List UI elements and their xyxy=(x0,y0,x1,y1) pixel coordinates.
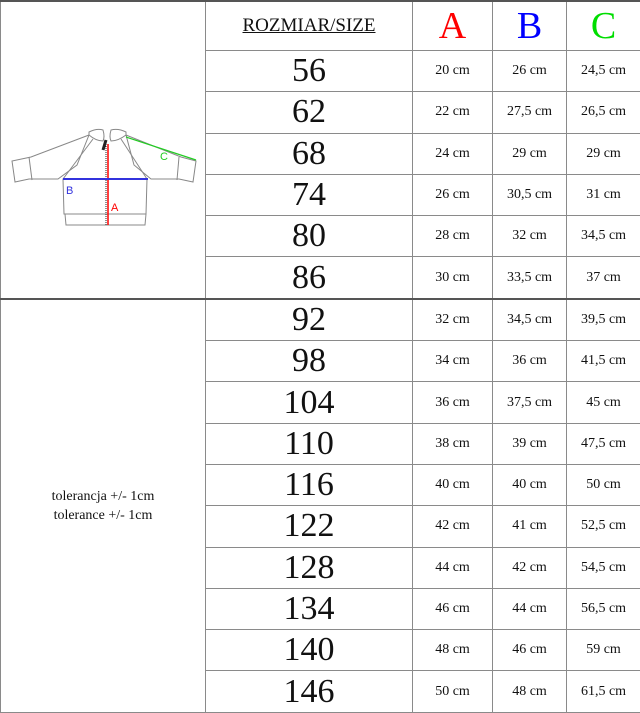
measure-a-cell: 20 cm xyxy=(413,51,493,92)
measure-b-cell: 40 cm xyxy=(493,464,567,505)
measure-a-cell: 36 cm xyxy=(413,382,493,423)
measure-a-cell: 34 cm xyxy=(413,341,493,382)
size-cell: 62 xyxy=(206,92,413,133)
column-header-a: A xyxy=(413,1,493,51)
measure-c-cell: 61,5 cm xyxy=(567,671,640,712)
size-cell: 74 xyxy=(206,174,413,215)
size-cell: 146 xyxy=(206,671,413,712)
measure-b-cell: 30,5 cm xyxy=(493,174,567,215)
measure-a-cell: 40 cm xyxy=(413,464,493,505)
measure-a-cell: 26 cm xyxy=(413,174,493,215)
column-header-c: C xyxy=(567,1,640,51)
diagram-label-c: C xyxy=(160,151,168,163)
measure-c-cell: 39,5 cm xyxy=(567,299,640,341)
measure-a-cell: 50 cm xyxy=(413,671,493,712)
size-column-header: ROZMIAR/SIZE xyxy=(206,1,413,51)
diagram-label-a: A xyxy=(111,202,119,214)
measure-b-cell: 42 cm xyxy=(493,547,567,588)
column-a-label: A xyxy=(439,5,466,47)
measure-c-cell: 56,5 cm xyxy=(567,588,640,629)
header-row: A B C ROZMIAR/SIZE A B C xyxy=(1,1,640,51)
size-cell: 140 xyxy=(206,630,413,671)
measure-b-cell: 37,5 cm xyxy=(493,382,567,423)
measure-a-cell: 46 cm xyxy=(413,588,493,629)
measure-b-cell: 46 cm xyxy=(493,630,567,671)
measure-c-cell: 31 cm xyxy=(567,174,640,215)
measure-c-cell: 41,5 cm xyxy=(567,341,640,382)
column-c-label: C xyxy=(591,5,616,47)
measure-a-cell: 38 cm xyxy=(413,423,493,464)
measure-b-cell: 32 cm xyxy=(493,216,567,257)
column-b-label: B xyxy=(517,5,542,47)
measure-c-cell: 52,5 cm xyxy=(567,506,640,547)
size-cell: 116 xyxy=(206,464,413,505)
tolerance-en: tolerance +/- 1cm xyxy=(1,506,205,525)
jacket-diagram: A B C xyxy=(1,24,206,271)
size-cell: 92 xyxy=(206,299,413,341)
measure-b-cell: 33,5 cm xyxy=(493,257,567,299)
size-header-label: ROZMIAR/SIZE xyxy=(243,15,376,36)
measure-a-cell: 22 cm xyxy=(413,92,493,133)
size-cell: 86 xyxy=(206,257,413,299)
measure-c-cell: 34,5 cm xyxy=(567,216,640,257)
size-cell: 110 xyxy=(206,423,413,464)
tolerance-pl: tolerancja +/- 1cm xyxy=(1,487,205,506)
size-cell: 122 xyxy=(206,506,413,547)
measure-a-cell: 30 cm xyxy=(413,257,493,299)
measure-c-cell: 59 cm xyxy=(567,630,640,671)
measure-c-cell: 50 cm xyxy=(567,464,640,505)
measure-c-cell: 26,5 cm xyxy=(567,92,640,133)
measure-a-cell: 24 cm xyxy=(413,133,493,174)
size-cell: 98 xyxy=(206,341,413,382)
size-cell: 80 xyxy=(206,216,413,257)
diagram-label-b: B xyxy=(66,185,73,197)
size-cell: 68 xyxy=(206,133,413,174)
measure-b-cell: 36 cm xyxy=(493,341,567,382)
measure-a-cell: 32 cm xyxy=(413,299,493,341)
measure-b-cell: 27,5 cm xyxy=(493,92,567,133)
measure-c-cell: 47,5 cm xyxy=(567,423,640,464)
size-cell: 134 xyxy=(206,588,413,629)
measure-c-cell: 24,5 cm xyxy=(567,51,640,92)
size-cell: 104 xyxy=(206,382,413,423)
measure-a-cell: 28 cm xyxy=(413,216,493,257)
measure-b-cell: 48 cm xyxy=(493,671,567,712)
measure-a-cell: 42 cm xyxy=(413,506,493,547)
measure-c-cell: 37 cm xyxy=(567,257,640,299)
size-cell: 128 xyxy=(206,547,413,588)
measure-b-cell: 41 cm xyxy=(493,506,567,547)
size-cell: 56 xyxy=(206,51,413,92)
measure-a-cell: 48 cm xyxy=(413,630,493,671)
measure-c-cell: 45 cm xyxy=(567,382,640,423)
column-header-b: B xyxy=(493,1,567,51)
measure-a-cell: 44 cm xyxy=(413,547,493,588)
measure-b-cell: 44 cm xyxy=(493,588,567,629)
measure-b-cell: 34,5 cm xyxy=(493,299,567,341)
measure-b-cell: 26 cm xyxy=(493,51,567,92)
diagram-cell: A B C xyxy=(1,1,206,299)
measure-b-cell: 29 cm xyxy=(493,133,567,174)
measure-c-cell: 29 cm xyxy=(567,133,640,174)
measure-b-cell: 39 cm xyxy=(493,423,567,464)
measure-c-cell: 54,5 cm xyxy=(567,547,640,588)
